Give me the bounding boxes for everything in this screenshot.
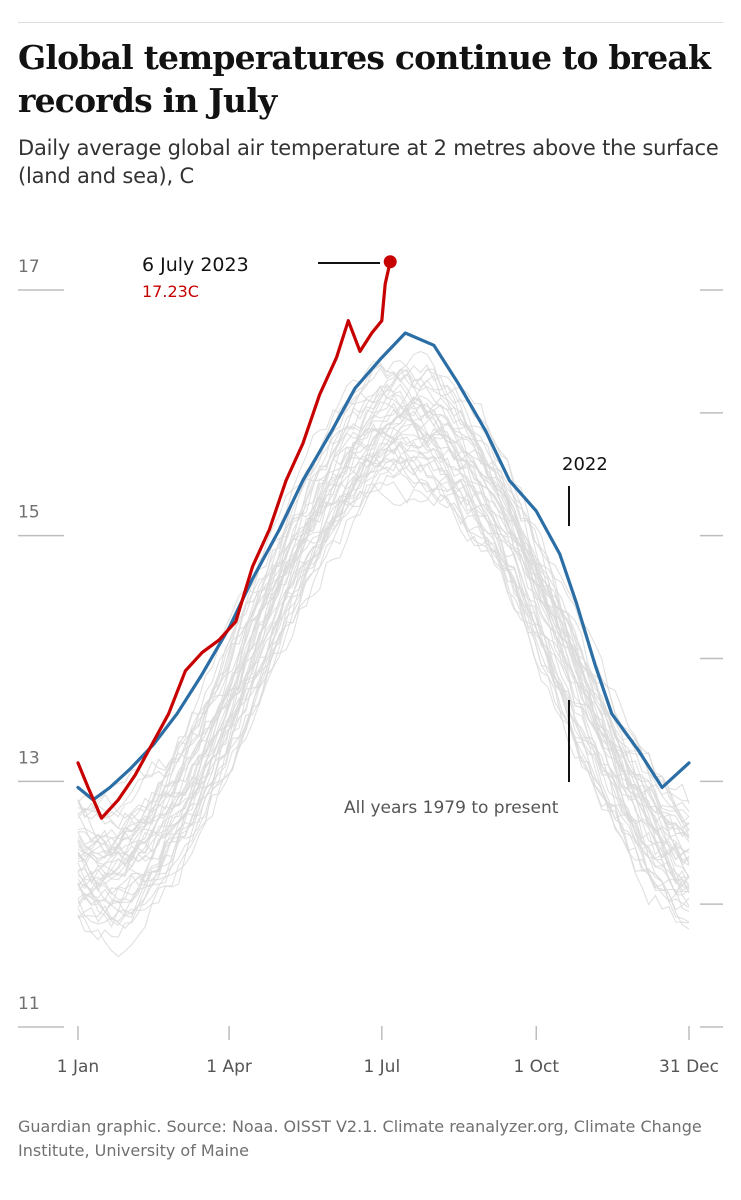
y-tick-label: 11 — [18, 994, 40, 1014]
historical-year-line — [77, 440, 690, 913]
x-tick-label: 1 Apr — [206, 1057, 252, 1077]
y-tick-label: 17 — [18, 257, 40, 277]
historical-year-line — [77, 418, 690, 901]
historical-year-line — [77, 454, 690, 930]
x-tick-label: 31 Dec — [659, 1057, 719, 1077]
historical-year-line — [77, 360, 690, 830]
chart-subtitle: Daily average global air temperature at … — [18, 136, 719, 188]
historical-year-line — [77, 367, 690, 819]
historical-label: All years 1979 to present — [344, 798, 559, 818]
historical-year-line — [77, 454, 690, 921]
top-divider — [18, 22, 723, 23]
historical-year-line — [77, 383, 690, 855]
historical-year-line — [77, 368, 690, 832]
record-date-label: 6 July 2023 — [142, 254, 249, 276]
historical-year-line — [77, 368, 690, 856]
y-tick-label: 13 — [18, 748, 40, 768]
source-note: Guardian graphic. Source: Noaa. OISST V2… — [18, 1117, 702, 1160]
chart-title: Global temperatures continue to break re… — [18, 38, 711, 120]
historical-year-line — [77, 439, 690, 913]
y-tick-label: 15 — [18, 503, 40, 523]
x-tick-label: 1 Oct — [513, 1057, 559, 1077]
historical-year-line — [77, 458, 690, 923]
historical-year-line — [77, 423, 690, 881]
historical-year-line — [77, 423, 690, 890]
series-line-2022 — [76, 331, 691, 802]
historical-lines-group — [77, 350, 690, 958]
historical-year-line — [77, 457, 690, 930]
series-line-2023 — [76, 260, 392, 820]
historical-year-line — [77, 421, 690, 895]
record-point — [383, 255, 397, 269]
axes-group: 17 15 13 11 1 Jan 1 Apr 1 Jul 1 Oct 31 Dec — [18, 257, 723, 1077]
historical-year-line — [77, 481, 690, 958]
x-tick-label: 1 Jul — [363, 1057, 400, 1077]
year-2022-label: 2022 — [562, 454, 608, 475]
historical-year-line — [77, 459, 690, 941]
record-value-label: 17.23C — [142, 282, 199, 301]
x-tick-label: 1 Jan — [57, 1057, 99, 1077]
historical-year-line — [77, 428, 690, 867]
historical-year-line — [77, 456, 690, 901]
annotations-group: 6 July 2023 17.23C 2022 All years 1979 t… — [142, 254, 608, 818]
temperature-chart: 17 15 13 11 1 Jan 1 Apr 1 Jul 1 Oct 31 Dec 6 Jul… — [18, 254, 723, 1077]
series-group — [76, 255, 691, 820]
